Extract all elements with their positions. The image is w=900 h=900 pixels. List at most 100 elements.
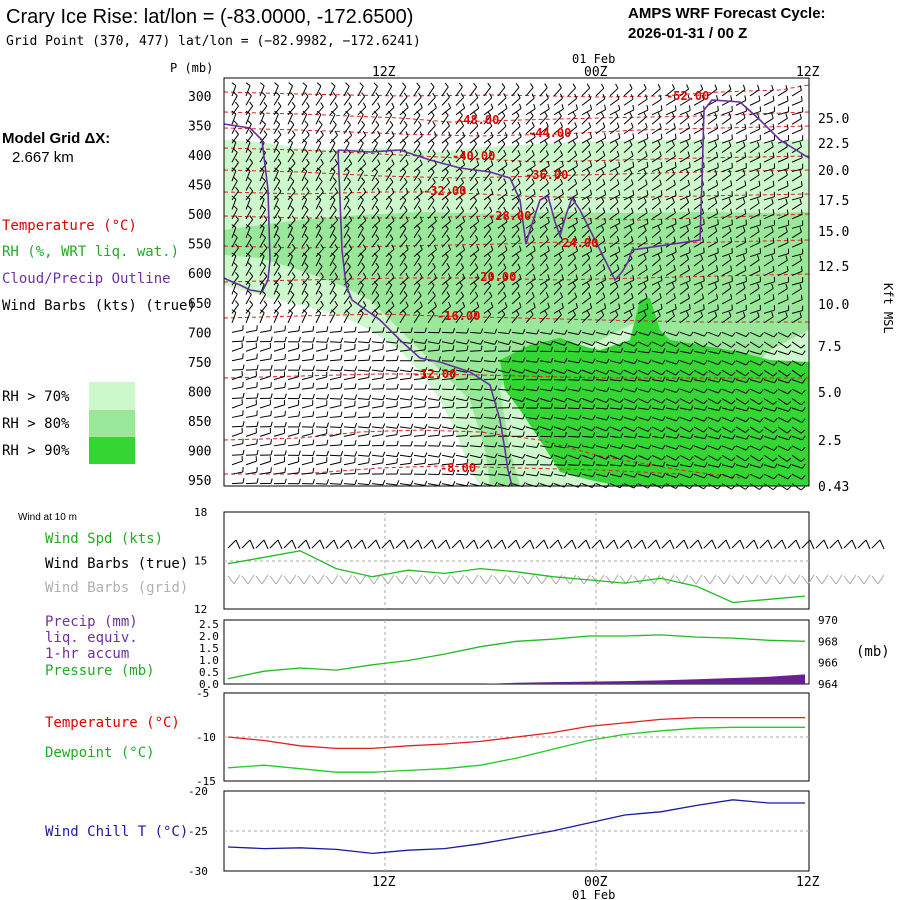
wind-barb [707,311,718,324]
wind-barb [623,359,638,365]
wind-barb [245,325,258,333]
surface-wind-barb [381,539,395,550]
wind-barb [259,353,272,362]
wind-barb [567,302,578,314]
wind-barb [679,405,694,411]
wind-barb [399,252,407,267]
wind-barb [777,350,792,356]
wind-barb [231,392,245,400]
wind-barb [609,472,624,478]
wind-barb [469,424,484,430]
wind-barb [511,329,526,335]
wind-barb [637,83,647,97]
wind-barb [581,386,596,392]
wind-barb [735,265,747,277]
wind-barb [651,179,662,191]
wind-barb [637,197,647,210]
wind-barb [357,159,367,172]
wind-barb [763,180,775,191]
wind-barb [595,415,610,421]
wind-barb [707,84,718,97]
wind-barb [721,84,732,97]
wind-barb [357,177,366,191]
wind-barb [231,449,245,456]
wind-barb [539,460,553,466]
surface-wind-barb-grid [479,574,493,585]
wind-barb [511,253,520,267]
wind-barb [539,386,554,392]
wind-barb [287,167,293,182]
wind-barb [371,290,380,305]
wind-barb [273,354,286,362]
wind-barb [777,209,789,220]
wind-barb [427,373,441,381]
wind-barb [399,82,407,97]
wind-barb [315,244,324,258]
wind-barb [455,339,470,345]
wind-barb [399,291,408,305]
wind-barb [567,207,578,220]
wind-barb [357,281,364,295]
wind-barb [539,206,549,220]
wind-barb [315,233,323,248]
wind-barb [581,178,592,191]
wind-barb [721,219,733,229]
wind-barb [371,82,378,97]
wind-barb [441,384,456,391]
wind-barb [749,406,764,412]
top-time-12z-a: 12Z [372,65,396,80]
wind-barb [427,102,437,116]
wind-barb [623,376,638,382]
wind-barb [539,150,549,163]
wind-barb [245,393,259,400]
wind-barb [357,457,370,466]
wind-barb [609,443,624,450]
wind-barb [245,177,252,191]
wind-barb [399,309,407,324]
wind-barb [259,478,273,485]
wind-barb [609,133,621,144]
wind-barb [679,377,694,383]
wind-barb [329,252,336,267]
wind-barb [455,111,463,125]
forecast-cycle-label: AMPS WRF Forecast Cycle: [628,5,826,22]
wind-barb [343,177,351,191]
wind-barb [777,445,792,452]
surface-wind-barb-grid [591,574,605,585]
temperature-contour-label: -20.00 [473,270,516,284]
wind-barb [315,158,324,172]
temperature-line [227,716,805,750]
wind-barb [553,178,563,191]
wind-barb [791,96,803,106]
wind-barb [287,478,301,485]
wind-barb [763,237,775,248]
wind-barb [483,339,498,345]
wind-barb [749,454,764,462]
wind-barb [749,219,761,229]
wind-barb [749,255,760,267]
wind-barb [749,369,764,377]
wind-barb [525,453,540,459]
wind-barb [623,341,638,347]
wind-barb [763,106,776,116]
surface-wind-barb-grid [703,574,717,585]
cloud-outline [223,99,810,487]
wind-barb [343,224,350,238]
wind-barb [441,413,456,419]
wind-barb [259,342,271,352]
wind-tick-label: 15 [194,555,207,568]
wind-barb [679,162,691,173]
wind-barb [525,431,539,437]
wind-barb [553,189,564,201]
wind-barb [357,344,370,352]
wind-barb [553,207,563,220]
wind-tick-label: 12 [194,603,207,616]
wind-barb [427,224,435,239]
windchill-line [227,799,805,855]
wind-barb [581,358,596,364]
wind-barb [539,93,549,106]
wind-barb [231,336,245,343]
wind-barb [665,416,680,422]
wind-barb [749,169,760,182]
wind-barb [525,150,535,163]
